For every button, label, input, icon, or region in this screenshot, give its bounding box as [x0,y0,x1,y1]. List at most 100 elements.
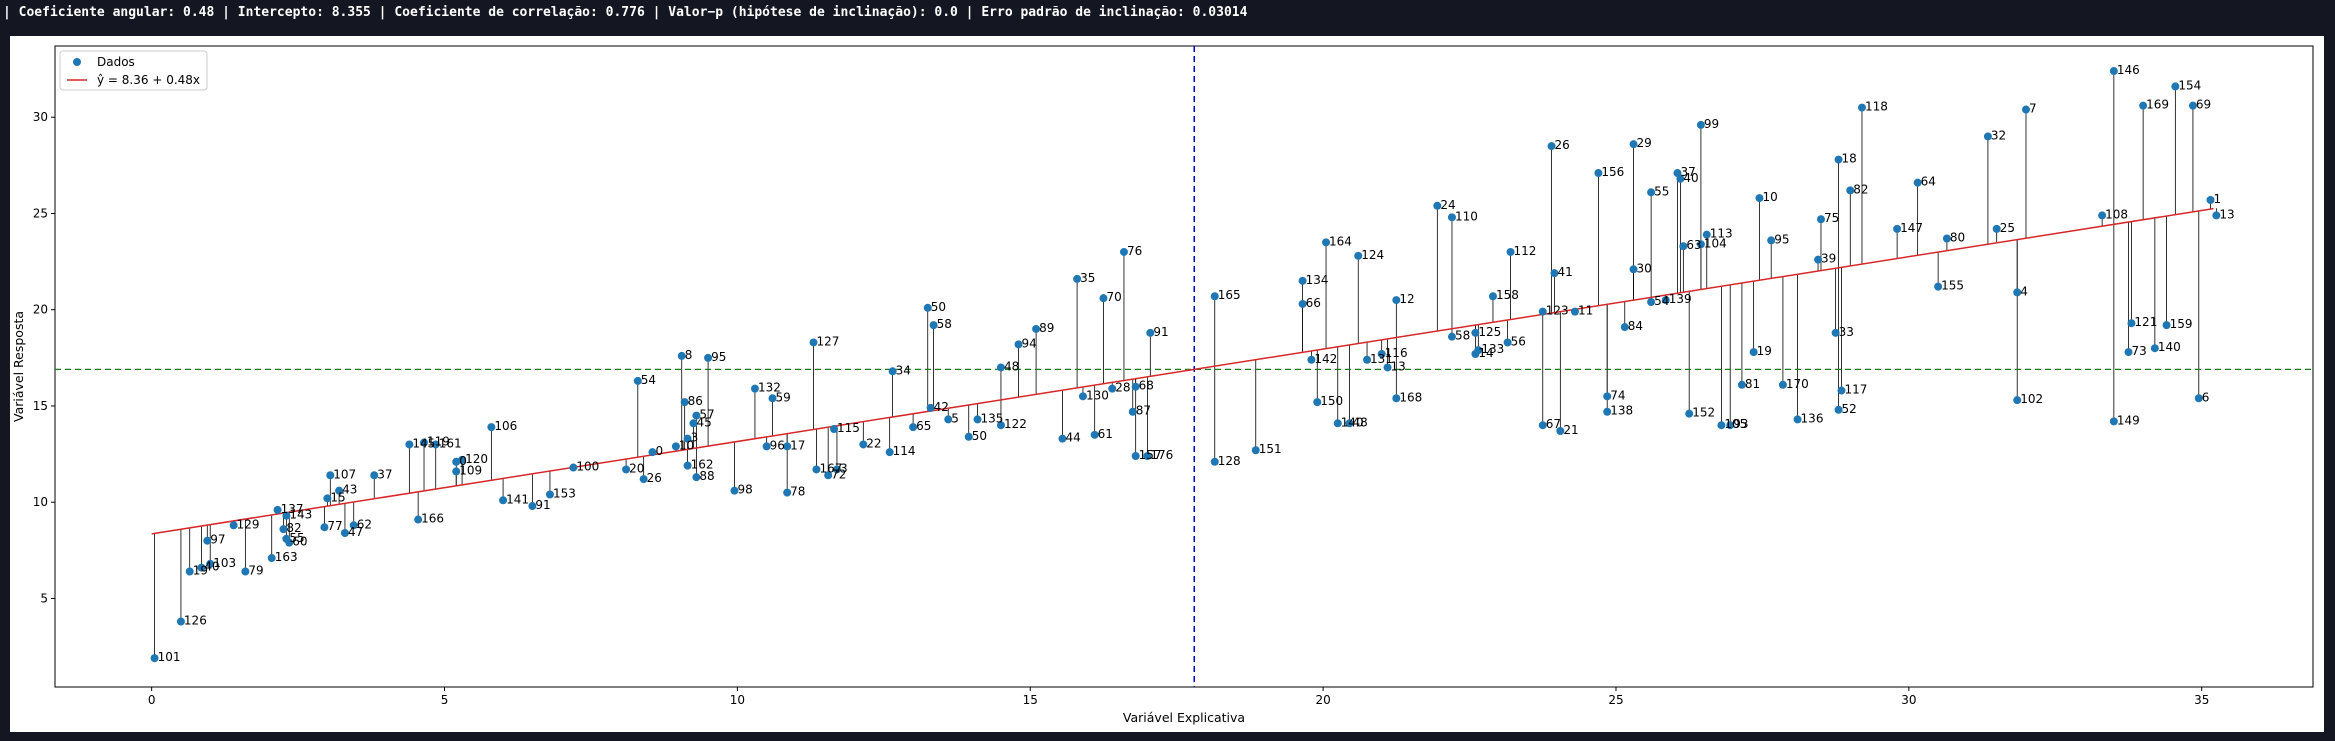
point-label: 22 [866,436,881,450]
data-point [452,467,461,476]
point-label: 4 [2020,284,2028,298]
point-label: 39 [1821,252,1836,266]
point-label: 142 [1314,352,1337,366]
point-label: 123 [1546,304,1569,318]
data-point [1078,392,1087,401]
data-point [1793,415,1802,424]
point-label: 94 [1022,336,1037,350]
data-point [1679,242,1688,251]
data-point [2013,396,2022,405]
point-label: 24 [1440,198,1455,212]
point-label: 122 [1004,417,1027,431]
point-label: 135 [981,411,1004,425]
data-point [1620,323,1629,332]
data-point [648,448,657,457]
point-label: 146 [2117,63,2140,77]
point-label: 18 [1842,152,1857,166]
point-label: 66 [1306,296,1321,310]
data-point [1354,251,1363,260]
data-point [683,434,692,443]
point-label: 52 [1842,402,1857,416]
data-point [1210,292,1219,301]
data-point [1834,405,1843,414]
point-label: 68 [1139,379,1154,393]
data-point [1032,324,1041,333]
point-label: 48 [1352,415,1367,429]
data-point [1131,382,1140,391]
data-point [692,473,701,482]
legend-label-dados: Dados [97,55,135,69]
x-tick-label: 10 [730,693,745,707]
point-label: 50 [931,300,946,314]
data-point [1983,132,1992,141]
x-axis-ticks: 0 5 10 15 20 25 30 35 [148,687,2209,707]
data-point [150,654,159,663]
point-label: 112 [1514,244,1537,258]
x-tick-label: 0 [148,693,156,707]
data-point [528,502,537,511]
point-label: 165 [1218,288,1241,302]
point-label: 58 [937,317,952,331]
data-point [229,521,238,530]
data-point [340,529,349,538]
point-label: 74 [1610,388,1625,402]
y-tick-label: 20 [33,303,48,317]
data-point [203,536,212,545]
data-point [282,511,291,520]
data-point [1447,213,1456,222]
x-tick-label: 5 [441,693,449,707]
point-label: 129 [237,517,260,531]
point-label: 137 [281,502,304,516]
data-point [2206,195,2215,204]
data-point [273,505,282,514]
y-tick-label: 5 [40,591,48,605]
point-label: 21 [1563,423,1578,437]
point-label: 131 [1370,352,1393,366]
data-point [973,415,982,424]
point-label: 26 [647,471,662,485]
point-label: 154 [2178,78,2201,92]
point-label: 136 [1801,411,1824,425]
point-label: 110 [1455,209,1478,223]
y-tick-label: 30 [33,110,48,124]
data-point [1696,120,1705,129]
point-label: 140 [2158,340,2181,354]
point-label: 10 [1762,190,1777,204]
data-point [1333,419,1342,428]
point-label: 67 [1546,417,1561,431]
data-point [832,465,841,474]
point-label: 121 [2134,315,2157,329]
data-point [241,567,250,576]
data-point [1322,238,1331,247]
point-label: 158 [1496,288,1519,302]
point-label: 63 [1686,238,1701,252]
data-point [1538,307,1547,316]
data-point [1058,434,1067,443]
data-point [487,423,496,432]
point-label: 170 [1786,377,1809,391]
data-point [830,425,839,434]
data-point [2124,348,2133,357]
data-point [885,448,894,457]
data-point [1857,103,1866,112]
point-label: 3 [840,461,848,475]
data-point [1503,338,1512,347]
data-point [1108,384,1117,393]
point-label: 141 [506,492,529,506]
data-point [206,559,215,568]
point-label: 59 [776,390,791,404]
point-label: 143 [289,508,312,522]
data-point [1099,294,1108,303]
point-label: 82 [286,521,301,535]
data-point [783,488,792,497]
point-label: 48 [1004,359,1019,373]
point-label: 65 [916,419,931,433]
data-point [1251,446,1260,455]
point-label: 64 [1921,175,1936,189]
point-label: 100 [576,460,599,474]
data-point [1767,236,1776,245]
point-label: 72 [831,467,846,481]
point-label: 60 [292,535,307,549]
point-label: 19 [1757,344,1772,358]
data-point [1506,247,1515,256]
